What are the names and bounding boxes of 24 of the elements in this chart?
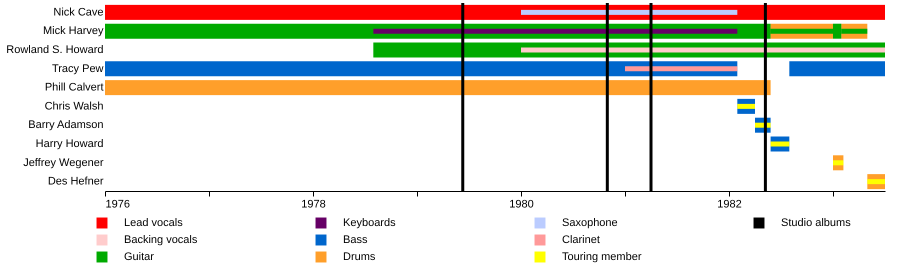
legend-label: Bass <box>343 234 368 246</box>
y-tick-label: Chris Walsh <box>44 100 104 112</box>
y-tick-label: Des Hefner <box>48 176 104 188</box>
legend-label: Saxophone <box>562 217 618 229</box>
y-tick-label: Barry Adamson <box>28 119 104 132</box>
legend-label: Clarinet <box>562 234 600 246</box>
x-tick-label: 1980 <box>509 198 534 210</box>
legend-label: Guitar <box>124 251 154 263</box>
legend-label: Lead vocals <box>124 217 184 229</box>
x-tick-label: 1978 <box>301 198 326 210</box>
y-tick-label: Rowland S. Howard <box>6 44 104 56</box>
x-tick-label: 1982 <box>717 198 742 210</box>
legend-label: Keyboards <box>343 217 396 229</box>
y-tick-label: Jeffrey Wegener <box>23 156 104 169</box>
legend-label: Backing vocals <box>124 234 198 246</box>
legend-label: Touring member <box>562 251 642 263</box>
y-tick-label: Mick Harvey <box>42 25 104 38</box>
y-tick-label: Harry Howard <box>36 138 104 150</box>
x-tick-label: 1976 <box>106 198 130 210</box>
y-tick-label: Phill Calvert <box>44 82 104 94</box>
y-tick-label: Tracy Pew <box>52 62 104 75</box>
legend-label: Drums <box>343 251 376 263</box>
legend-label: Studio albums <box>781 217 852 229</box>
y-tick-label: Nick Cave <box>53 6 104 18</box>
